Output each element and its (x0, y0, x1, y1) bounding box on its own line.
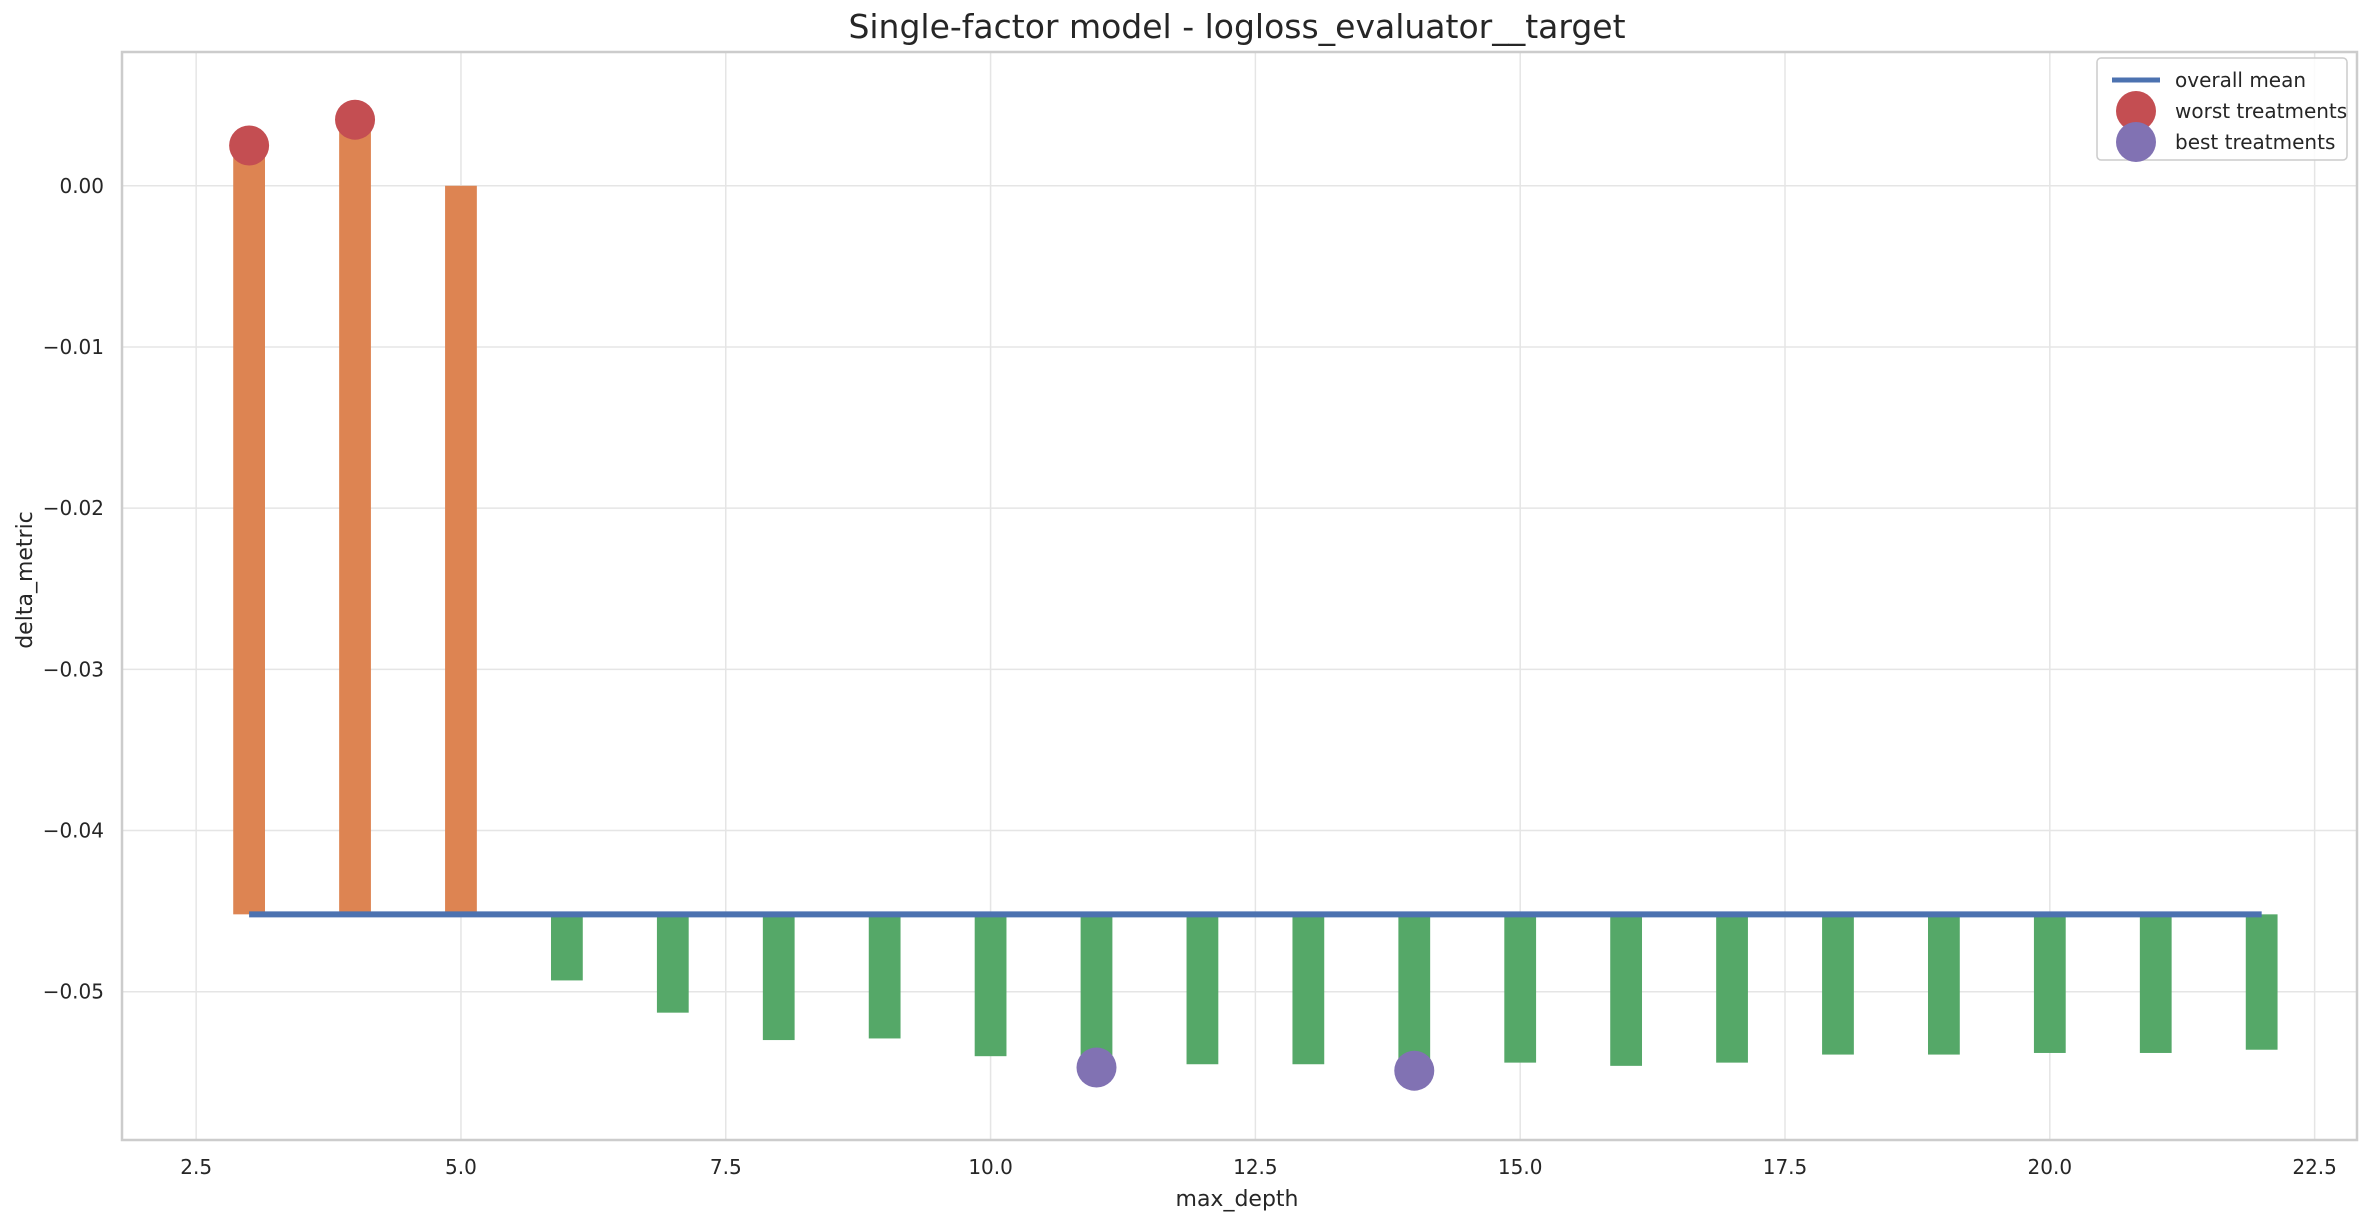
x-tick-label: 7.5 (710, 1155, 742, 1179)
x-tick-label: 17.5 (1763, 1155, 1808, 1179)
bar (762, 914, 795, 1041)
legend-swatch-best-treatments (2116, 122, 2156, 162)
legend-frame (2096, 57, 2348, 161)
bar (1716, 914, 1748, 1063)
legend-label-best-treatments: best treatments (2175, 130, 2335, 154)
bar (1186, 914, 1219, 1065)
bar (233, 148, 265, 915)
bar (339, 122, 371, 915)
y-axis-label: delta_metric (13, 511, 38, 649)
worst-treatment-point (335, 99, 376, 140)
y-tick-label: −0.03 (43, 657, 104, 681)
y-tick-label: −0.01 (43, 335, 104, 359)
y-tick-label: −0.02 (43, 496, 104, 520)
best-treatment-point (1394, 1050, 1435, 1091)
bar (1504, 914, 1537, 1063)
bar (656, 914, 689, 1013)
plot-area (120, 50, 2359, 1142)
plot-frame (120, 50, 2359, 1142)
x-tick-label: 22.5 (2292, 1155, 2337, 1179)
x-tick-label: 5.0 (445, 1155, 477, 1179)
bar (1610, 914, 1643, 1066)
legend: overall mean worst treatments best treat… (2096, 57, 2348, 162)
plot-background (122, 52, 2357, 1140)
x-tick-label: 2.5 (180, 1155, 212, 1179)
bar (2245, 914, 2278, 1050)
y-axis-ticks: 0.00 −0.01 −0.02 −0.03 −0.04 −0.05 (43, 174, 104, 1004)
bar (1928, 914, 1960, 1055)
y-tick-label: −0.05 (43, 980, 104, 1004)
x-tick-label: 12.5 (1233, 1155, 1278, 1179)
bar (445, 185, 477, 915)
bar (1080, 914, 1113, 1066)
legend-label-overall-mean: overall mean (2175, 68, 2306, 92)
x-axis-label: max_depth (1176, 1187, 1299, 1212)
bar (550, 914, 583, 981)
bar (1398, 914, 1431, 1070)
x-tick-label: 20.0 (2028, 1155, 2073, 1179)
best-treatment-point (1076, 1047, 1117, 1088)
bar (2033, 914, 2066, 1053)
worst-treatment-point (229, 125, 270, 166)
legend-swatch-worst-treatments (2116, 91, 2156, 131)
worst-treatment-points (229, 99, 376, 166)
bar (868, 914, 901, 1039)
best-treatment-points (1076, 1047, 1435, 1091)
y-tick-label: −0.04 (43, 819, 104, 843)
bar (1822, 914, 1854, 1055)
y-tick-label: 0.00 (59, 174, 104, 198)
bar (974, 914, 1007, 1057)
chart-title: Single-factor model - logloss_evaluator_… (848, 7, 1625, 46)
bar (1292, 914, 1325, 1065)
bars (233, 122, 2278, 1070)
x-axis-ticks: 2.5 5.0 7.5 10.0 12.5 15.0 17.5 20.0 22.5 (180, 1155, 2337, 1179)
bar (2139, 914, 2172, 1053)
legend-label-worst-treatments: worst treatments (2175, 99, 2347, 123)
x-tick-label: 15.0 (1498, 1155, 1543, 1179)
x-tick-label: 10.0 (968, 1155, 1013, 1179)
